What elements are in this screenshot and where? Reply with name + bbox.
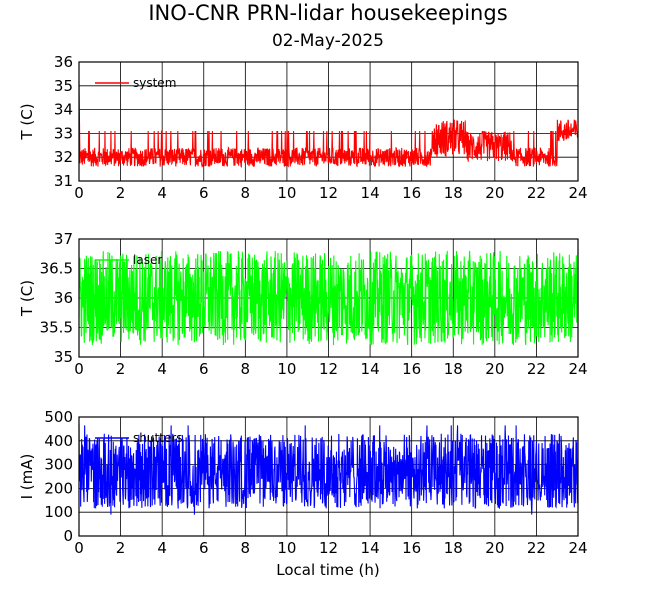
y-tick-label: 300 [44, 456, 73, 474]
series-line-system [78, 81, 579, 168]
figure-subtitle: 02-May-2025 [272, 31, 384, 51]
x-tick-label: 4 [157, 184, 167, 202]
x-tick-label: 4 [157, 539, 167, 557]
x-tick-label: 2 [116, 539, 126, 557]
x-tick-label: 8 [241, 360, 251, 378]
y-tick-label: 0 [63, 527, 73, 545]
y-tick-label: 35 [54, 348, 73, 366]
x-tick-label: 2 [116, 360, 126, 378]
plot-frame [78, 416, 579, 537]
y-axis-label: T (C) [18, 103, 36, 140]
y-axis-label: T (C) [18, 280, 36, 317]
x-tick-label: 6 [199, 539, 209, 557]
x-tick-label: 14 [361, 539, 380, 557]
x-tick-label: 10 [277, 539, 296, 557]
x-tick-label: 20 [485, 184, 504, 202]
x-tick-label: 12 [319, 184, 338, 202]
x-tick-label: 22 [527, 539, 546, 557]
y-tick-label: 36 [54, 53, 73, 71]
x-tick-label: 2 [116, 184, 126, 202]
legend-label-system: system [133, 76, 176, 90]
x-tick-label: 18 [444, 184, 463, 202]
y-tick-label: 31 [54, 172, 73, 190]
y-axis-label: I (mA) [18, 454, 36, 500]
x-tick-label: 4 [157, 360, 167, 378]
y-tick-label: 36.5 [40, 260, 73, 278]
x-tick-label: 10 [277, 184, 296, 202]
y-tick-label: 500 [44, 408, 73, 426]
x-tick-label: 24 [568, 184, 587, 202]
x-tick-label: 16 [402, 539, 421, 557]
x-tick-label: 16 [402, 360, 421, 378]
y-tick-label: 36 [54, 289, 73, 307]
y-tick-label: 35 [54, 77, 73, 95]
x-tick-label: 16 [402, 184, 421, 202]
x-tick-label: 8 [241, 184, 251, 202]
x-tick-label: 14 [361, 360, 380, 378]
plot-frame [78, 61, 579, 182]
x-tick-label: 24 [568, 360, 587, 378]
plot-frame [78, 238, 579, 358]
y-tick-label: 32 [54, 148, 73, 166]
x-tick-label: 6 [199, 360, 209, 378]
x-tick-label: 8 [241, 539, 251, 557]
series-line-shutters [78, 424, 579, 515]
y-tick-label: 34 [54, 101, 73, 119]
figure-title: INO-CNR PRN-lidar housekeepings [148, 1, 507, 25]
y-tick-label: 100 [44, 503, 73, 521]
x-tick-label: 22 [527, 184, 546, 202]
x-tick-label: 10 [277, 360, 296, 378]
x-tick-label: 18 [444, 539, 463, 557]
y-tick-label: 33 [54, 124, 73, 142]
legend-label-laser: laser [133, 253, 162, 267]
legend-label-shutters: shutters [133, 431, 182, 445]
series-line-laser [78, 250, 579, 346]
x-tick-label: 14 [361, 184, 380, 202]
x-tick-label: 20 [485, 539, 504, 557]
x-tick-label: 12 [319, 360, 338, 378]
x-tick-label: 12 [319, 539, 338, 557]
y-tick-label: 35.5 [40, 319, 73, 337]
x-tick-label: 0 [74, 539, 84, 557]
x-tick-label: 24 [568, 539, 587, 557]
x-tick-label: 22 [527, 360, 546, 378]
x-tick-label: 0 [74, 184, 84, 202]
x-tick-label: 6 [199, 184, 209, 202]
y-tick-label: 37 [54, 230, 73, 248]
x-tick-label: 0 [74, 360, 84, 378]
x-tick-label: 18 [444, 360, 463, 378]
y-tick-label: 400 [44, 432, 73, 450]
x-axis-label: Local time (h) [276, 561, 380, 579]
y-tick-label: 200 [44, 479, 73, 497]
x-tick-label: 20 [485, 360, 504, 378]
